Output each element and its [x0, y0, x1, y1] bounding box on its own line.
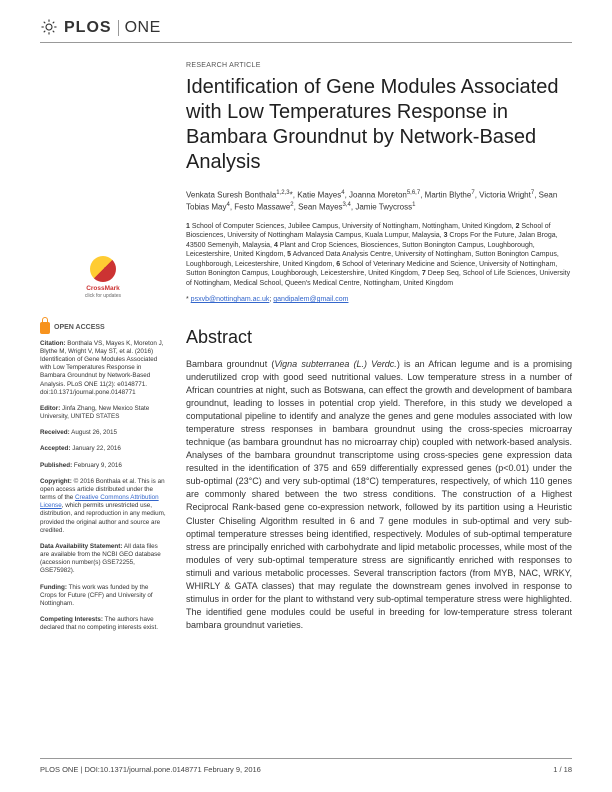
crossmark-line2: click for updates	[85, 293, 121, 299]
funding-block: Funding: This work was funded by the Cro…	[40, 584, 166, 609]
corresponding-email: * psxvb@nottingham.ac.uk; gandipalem@gma…	[186, 296, 572, 303]
article-type: RESEARCH ARTICLE	[186, 62, 572, 69]
copyright-block: Copyright: © 2016 Bonthala et al. This i…	[40, 478, 166, 535]
footer-left: PLOS ONE | DOI:10.1371/journal.pone.0148…	[40, 765, 261, 774]
received-block: Received: August 26, 2015	[40, 429, 166, 437]
page-footer: PLOS ONE | DOI:10.1371/journal.pone.0148…	[40, 758, 572, 774]
abstract-body: Bambara groundnut (Vigna subterranea (L.…	[186, 358, 572, 632]
published-block: Published: February 9, 2016	[40, 462, 166, 470]
lock-open-icon	[40, 322, 50, 334]
logo-divider	[118, 20, 119, 36]
plos-logo-text: PLOS	[64, 19, 112, 37]
article-title: Identification of Gene Modules Associate…	[186, 75, 572, 175]
header-rule	[40, 42, 572, 43]
sun-icon	[40, 18, 58, 38]
abstract-heading: Abstract	[186, 327, 572, 348]
data-availability-block: Data Availability Statement: All data fi…	[40, 543, 166, 576]
author-list: Venkata Suresh Bonthala1,2,3*, Katie May…	[186, 189, 572, 214]
accepted-block: Accepted: January 22, 2016	[40, 445, 166, 453]
crossmark-icon	[90, 256, 116, 282]
open-access-badge: OPEN ACCESS	[40, 322, 166, 334]
editor-block: Editor: Jinfa Zhang, New Mexico State Un…	[40, 405, 166, 421]
crossmark-label: CrossMark click for updates	[85, 285, 121, 300]
affiliations: 1 School of Computer Sciences, Jubilee C…	[186, 222, 572, 288]
email-link-1[interactable]: psxvb@nottingham.ac.uk	[191, 296, 270, 303]
competing-interests-block: Competing Interests: The authors have de…	[40, 616, 166, 632]
footer-page-number: 1 / 18	[553, 765, 572, 774]
crossmark-line1: CrossMark	[86, 285, 120, 292]
crossmark-badge[interactable]: CrossMark click for updates	[40, 256, 166, 300]
open-access-text: OPEN ACCESS	[54, 324, 105, 331]
email-link-2[interactable]: gandipalem@gmail.com	[273, 296, 348, 303]
citation-block: Citation: Bonthala VS, Mayes K, Moreton …	[40, 340, 166, 397]
journal-header: PLOS ONE	[40, 18, 161, 38]
plos-one-text: ONE	[125, 19, 161, 37]
